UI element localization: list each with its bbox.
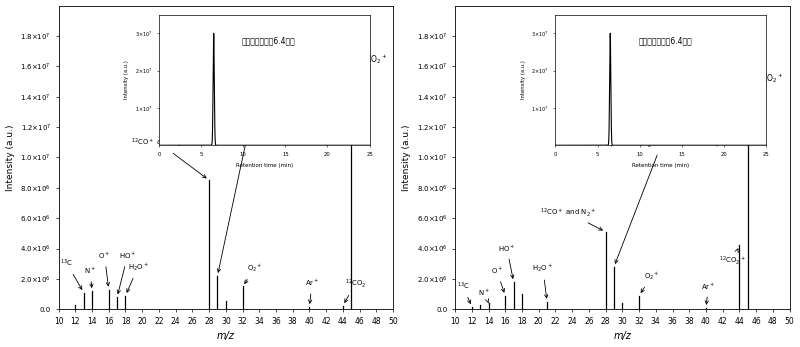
Text: $^{12}$CO$^+$ and N$_2$$^+$: $^{12}$CO$^+$ and N$_2$$^+$ — [131, 136, 206, 178]
Text: H$_2$O$^+$: H$_2$O$^+$ — [126, 262, 149, 292]
Text: O$^+$: O$^+$ — [98, 251, 110, 286]
Text: N$^+$: N$^+$ — [84, 266, 96, 287]
Text: $^{12}$CO$^+$ and N$_2$$^+$: $^{12}$CO$^+$ and N$_2$$^+$ — [540, 206, 602, 230]
Text: $^{13}$CO$_2$$^+$: $^{13}$CO$_2$$^+$ — [358, 52, 387, 66]
Text: O$_2$$^+$: O$_2$$^+$ — [641, 271, 659, 293]
X-axis label: m/z: m/z — [217, 331, 234, 341]
Y-axis label: Intensity (a.u.): Intensity (a.u.) — [402, 124, 411, 191]
Text: N$^+$: N$^+$ — [478, 287, 490, 303]
Text: $^{13}$CO$^+$ or $^{15}$N$^{14}$N$^+$
(from $^{13}$CO$_2$ , $^{13}$CO and $^{15}: $^{13}$CO$^+$ or $^{15}$N$^{14}$N$^+$ (f… — [609, 125, 719, 263]
Text: HO$^+$: HO$^+$ — [498, 243, 516, 278]
Text: $^{12}$CO$_2$$^+$: $^{12}$CO$_2$$^+$ — [719, 249, 746, 268]
Text: $^{13}$C: $^{13}$C — [457, 281, 470, 304]
Text: HO$^+$: HO$^+$ — [118, 251, 136, 294]
Text: $^{13}$CO$_2$$^+$: $^{13}$CO$_2$$^+$ — [754, 71, 784, 85]
Text: $^{13}$CO$^+$ or $^{15}$N$^{14}$N$^+$
(from $^{13}$CO$_2$ and $^{15}$N$^{14}$N): $^{13}$CO$^+$ or $^{15}$N$^{14}$N$^+$ (f… — [211, 87, 298, 272]
Text: $^{12}$CO$_2$: $^{12}$CO$_2$ — [345, 278, 366, 302]
Text: Ar$^+$: Ar$^+$ — [305, 278, 319, 303]
Text: O$^+$: O$^+$ — [491, 266, 505, 292]
X-axis label: m/z: m/z — [614, 331, 631, 341]
Text: Ar$^+$: Ar$^+$ — [702, 281, 716, 304]
Text: $^{13}$C: $^{13}$C — [61, 258, 82, 289]
Text: O$_2$$^+$: O$_2$$^+$ — [245, 263, 263, 283]
Text: H$_2$O$^+$: H$_2$O$^+$ — [533, 263, 554, 298]
Y-axis label: Intensity (a.u.): Intensity (a.u.) — [6, 124, 14, 191]
